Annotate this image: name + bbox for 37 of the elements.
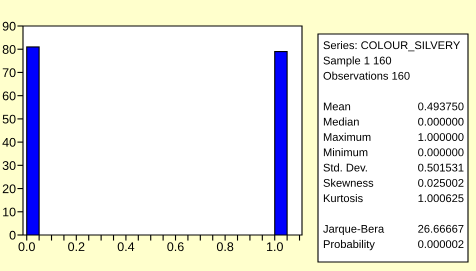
text: 0.501531 xyxy=(418,164,464,172)
text: 26.66667 xyxy=(418,224,464,233)
text: Series: COLOUR_SILVERY xyxy=(324,41,460,52)
text: 0.000002 xyxy=(418,240,464,248)
text: Mean xyxy=(324,102,350,110)
x-tick-label: 0.6 xyxy=(167,242,184,252)
y-tick-label: 70 xyxy=(2,68,16,78)
y-tick-label: 30 xyxy=(2,161,16,170)
text: Median xyxy=(324,118,359,126)
text: Skewness xyxy=(324,178,374,187)
text: 0.493750 xyxy=(418,102,464,110)
y-tick-label: 40 xyxy=(2,138,16,147)
text: 0.025002 xyxy=(418,178,464,187)
text: Sample 1 160 xyxy=(324,56,392,67)
text: 0.000000 xyxy=(418,118,464,126)
x-tick-label: 0.0 xyxy=(18,242,35,252)
y-tick-label: 0 xyxy=(10,230,16,240)
x-tick-label: 0.8 xyxy=(216,242,234,252)
text: Maximum xyxy=(324,132,370,141)
text: Jarque-Bera xyxy=(323,225,384,235)
y-tick-label: 20 xyxy=(2,184,16,194)
text: Observations 160 xyxy=(324,72,410,80)
y-tick-label: 60 xyxy=(2,91,16,100)
y-tick-label: 90 xyxy=(2,22,16,31)
text: Std. Dev. xyxy=(324,163,367,172)
y-tick-label: 80 xyxy=(2,45,16,54)
text: Probability xyxy=(324,240,375,250)
text: 1.000000 xyxy=(418,133,464,141)
x-tick-label: 1.0 xyxy=(266,242,283,252)
text: Kurtosis xyxy=(324,194,363,202)
y-tick-label: 10 xyxy=(3,208,16,216)
y-tick-label: 50 xyxy=(2,114,16,124)
text: 1.000625 xyxy=(418,194,464,202)
x-tick-label: 0.4 xyxy=(118,242,134,252)
text: Minimum xyxy=(324,148,368,156)
x-tick-label: 0.2 xyxy=(68,242,84,252)
text: 0.000000 xyxy=(418,148,464,156)
